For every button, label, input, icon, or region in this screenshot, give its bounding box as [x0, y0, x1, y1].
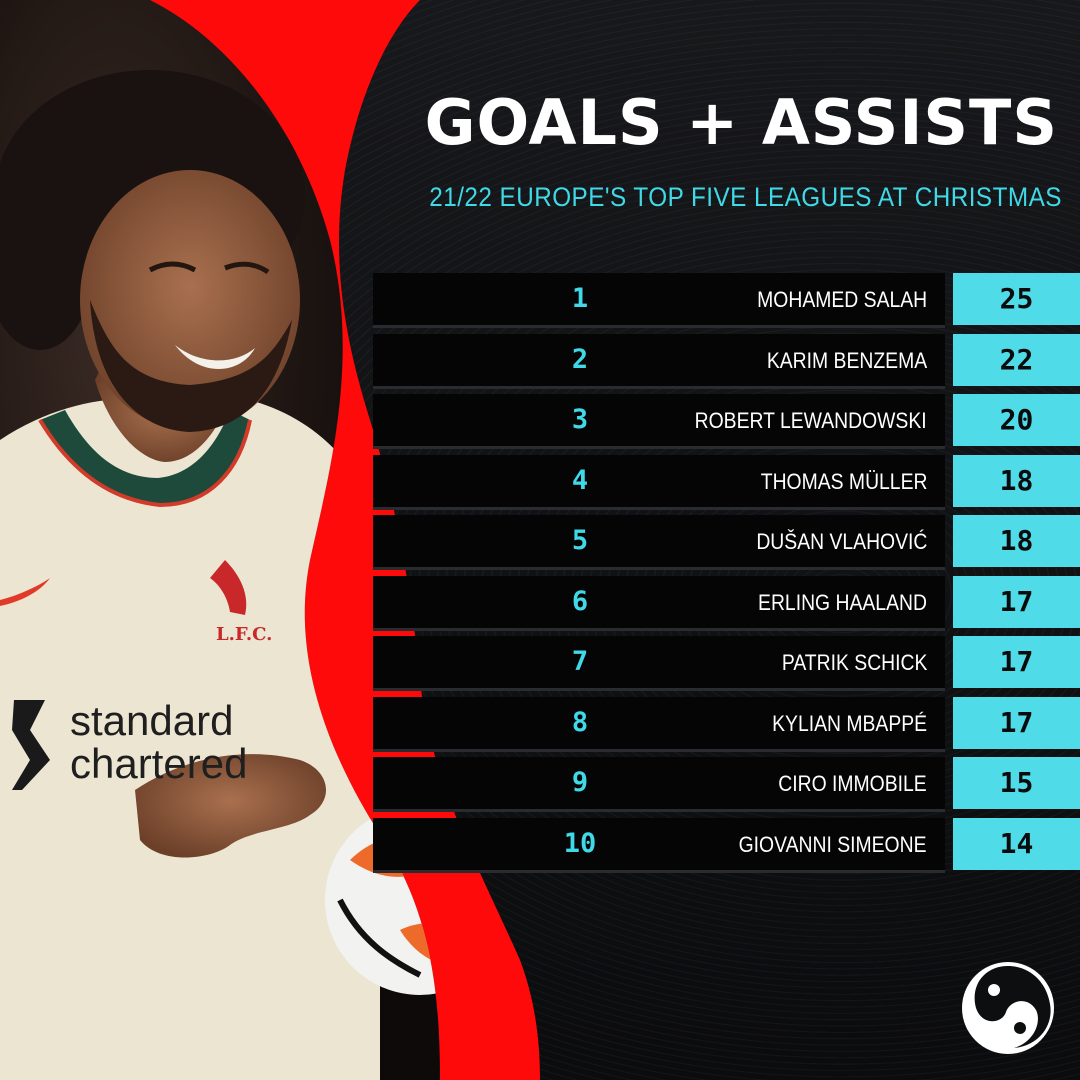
- row-bar: [373, 696, 945, 749]
- yin-yang-swirl-icon: [962, 962, 1054, 1054]
- goals-assists-value: 18: [953, 515, 1080, 567]
- sponsor-logo-icon: [12, 700, 50, 790]
- row-bar: [373, 757, 945, 809]
- rank-number: 9: [571, 767, 589, 798]
- row-bar: [373, 817, 945, 870]
- player-name: KYLIAN MBAPPÉ: [772, 710, 927, 736]
- rank-number: 10: [563, 827, 597, 859]
- goals-assists-value: 17: [953, 696, 1080, 749]
- table-row: 4 THOMAS MÜLLER 18: [373, 454, 1080, 507]
- row-bar: [373, 273, 945, 325]
- table-row: 2 KARIM BENZEMA 22: [373, 333, 1080, 386]
- player-name: PATRIK SCHICK: [781, 650, 927, 675]
- rank-number: 8: [571, 706, 589, 738]
- table-row: 10 GIOVANNI SIMEONE 14: [373, 817, 1080, 870]
- rank-number: 1: [571, 283, 589, 314]
- player-name: GIOVANNI SIMEONE: [739, 831, 927, 857]
- red-swoosh: [130, 0, 540, 1080]
- row-bar: [373, 515, 945, 567]
- table-row: 5 DUŠAN VLAHOVIĆ 18: [373, 515, 1080, 567]
- rank-number: 2: [571, 343, 589, 375]
- goals-assists-value: 14: [953, 817, 1080, 870]
- ranking-table: 1 MOHAMED SALAH 25 2 KARIM BENZEMA 22 3 …: [373, 273, 1080, 878]
- player-name: ERLING HAALAND: [758, 589, 927, 615]
- player-name: CIRO IMMOBILE: [778, 771, 927, 796]
- goals-assists-value: 15: [953, 757, 1080, 809]
- table-row: 1 MOHAMED SALAH 25: [373, 273, 1080, 325]
- table-row: 8 KYLIAN MBAPPÉ 17: [373, 696, 1080, 749]
- row-bar: [373, 394, 945, 446]
- goals-assists-value: 17: [953, 636, 1080, 688]
- goals-assists-value: 20: [953, 394, 1080, 446]
- table-row: 6 ERLING HAALAND 17: [373, 575, 1080, 628]
- table-row: 3 ROBERT LEWANDOWSKI 20: [373, 394, 1080, 446]
- rank-number: 4: [571, 464, 589, 496]
- player-name: THOMAS MÜLLER: [760, 468, 927, 494]
- row-bar: [373, 333, 945, 386]
- page-title: GOALS + ASSISTS: [424, 86, 1058, 159]
- rank-number: 3: [571, 404, 589, 435]
- table-row: 9 CIRO IMMOBILE 15: [373, 757, 1080, 809]
- player-name: ROBERT LEWANDOWSKI: [694, 408, 927, 433]
- rank-number: 5: [571, 525, 589, 556]
- row-bar: [373, 454, 945, 507]
- goals-assists-value: 25: [953, 273, 1080, 325]
- table-row: 7 PATRIK SCHICK 17: [373, 636, 1080, 688]
- sponsor-text-line1: standard: [70, 697, 233, 744]
- row-bar: [373, 575, 945, 628]
- player-name: DUŠAN VLAHOVIĆ: [755, 529, 927, 554]
- goals-assists-value: 22: [953, 333, 1080, 386]
- rank-number: 6: [571, 585, 589, 617]
- rank-number: 7: [571, 646, 589, 677]
- page-subtitle: 21/22 EUROPE'S TOP FIVE LEAGUES AT CHRIS…: [429, 182, 1062, 212]
- sponsor-text-line2: chartered: [70, 740, 247, 787]
- player-name: KARIM BENZEMA: [766, 347, 927, 373]
- goals-assists-value: 18: [953, 454, 1080, 507]
- goals-assists-value: 17: [953, 575, 1080, 628]
- row-bar: [373, 636, 945, 688]
- crest-text: L.F.C.: [216, 624, 272, 645]
- player-name: MOHAMED SALAH: [757, 287, 927, 312]
